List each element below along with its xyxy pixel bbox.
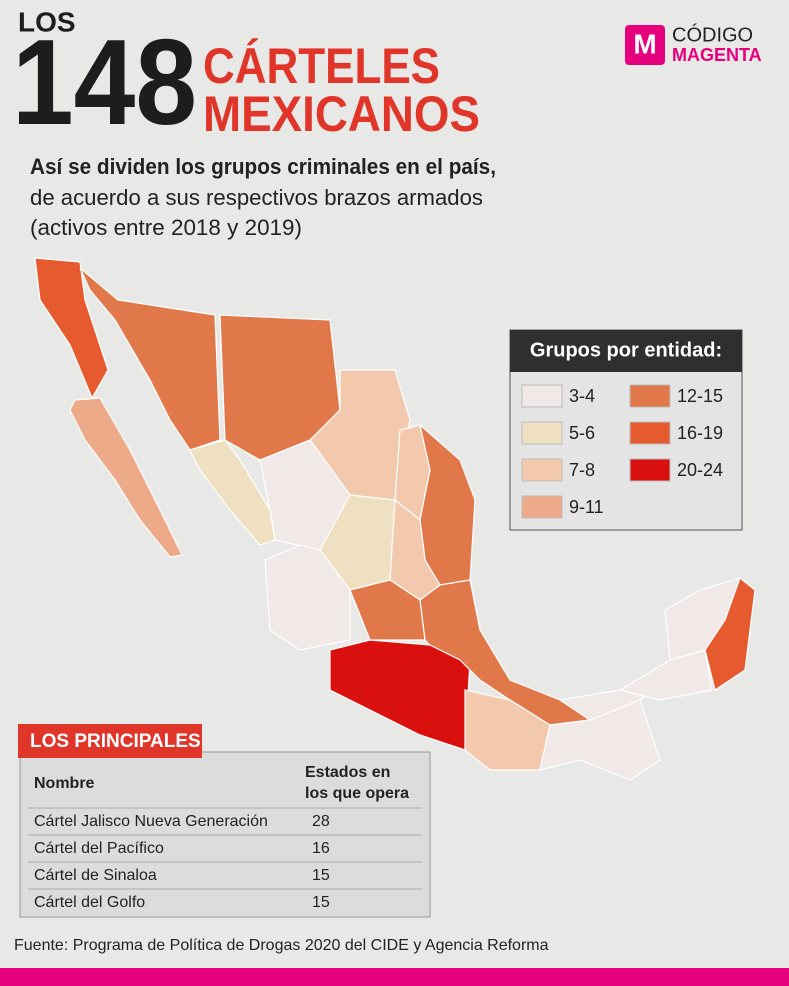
table-title: LOS PRINCIPALES	[30, 731, 201, 752]
legend-items: 3-4 5-6 7-8 9-11 12-15 16-19 20-24	[521, 384, 723, 519]
legend-label: 3-4	[569, 386, 595, 406]
logo-text: CÓDIGO	[672, 23, 753, 46]
table-title-box	[18, 724, 202, 758]
states-count: 15	[312, 894, 330, 911]
subtitle: de acuerdo a sus respectivos brazos arma…	[30, 185, 483, 210]
state	[79, 267, 221, 451]
legend-header	[510, 330, 742, 372]
title-line: CÁRTELES	[203, 38, 440, 94]
legend-label: 16-19	[677, 423, 723, 443]
logo-text: MAGENTA	[672, 45, 762, 65]
legend-swatch	[521, 421, 563, 445]
states-count: 15	[312, 867, 330, 884]
legend-swatch	[629, 458, 671, 482]
cartel-name: Cártel de Sinaloa	[34, 867, 157, 884]
title-line: MEXICANOS	[203, 86, 480, 142]
legend-label: 9-11	[569, 497, 604, 517]
legend-swatch	[521, 384, 563, 408]
kicker: LOS	[18, 6, 76, 37]
table-rows: Cártel Jalisco Nueva Generación 28 Cártel …	[28, 807, 422, 911]
legend-swatch	[521, 458, 563, 482]
subtitle: (activos entre 2018 y 2019)	[30, 215, 302, 240]
column-header: Nombre	[34, 775, 95, 792]
column-header: Estados en	[305, 764, 390, 781]
legend-title: Grupos por entidad:	[530, 339, 722, 361]
state	[69, 397, 183, 558]
legend-swatch	[629, 421, 671, 445]
legend-label: 7-8	[569, 460, 595, 480]
cartel-name: Cártel Jalisco Nueva Generación	[34, 813, 268, 830]
big-number: 148	[12, 14, 197, 150]
state	[704, 577, 756, 691]
states-count: 16	[312, 840, 330, 857]
subtitle: Así se dividen los grupos criminales en …	[30, 154, 496, 179]
cartel-name: Cártel del Golfo	[34, 894, 145, 911]
state	[618, 649, 713, 701]
source: Fuente: Programa de Política de Drogas 2…	[14, 937, 549, 954]
logo-box	[625, 25, 665, 65]
legend-swatch	[521, 495, 563, 519]
legend-label: 5-6	[569, 423, 595, 443]
legend-label: 12-15	[677, 386, 723, 406]
legend-swatch	[629, 384, 671, 408]
cartel-name: Cártel del Pacífico	[34, 840, 164, 857]
legend-label: 20-24	[677, 460, 723, 480]
logo-mark: M	[633, 28, 656, 59]
states-count: 28	[312, 813, 330, 830]
footer-bar	[0, 968, 789, 986]
map	[34, 257, 756, 781]
column-header: los que opera	[305, 785, 409, 802]
state	[264, 544, 351, 651]
